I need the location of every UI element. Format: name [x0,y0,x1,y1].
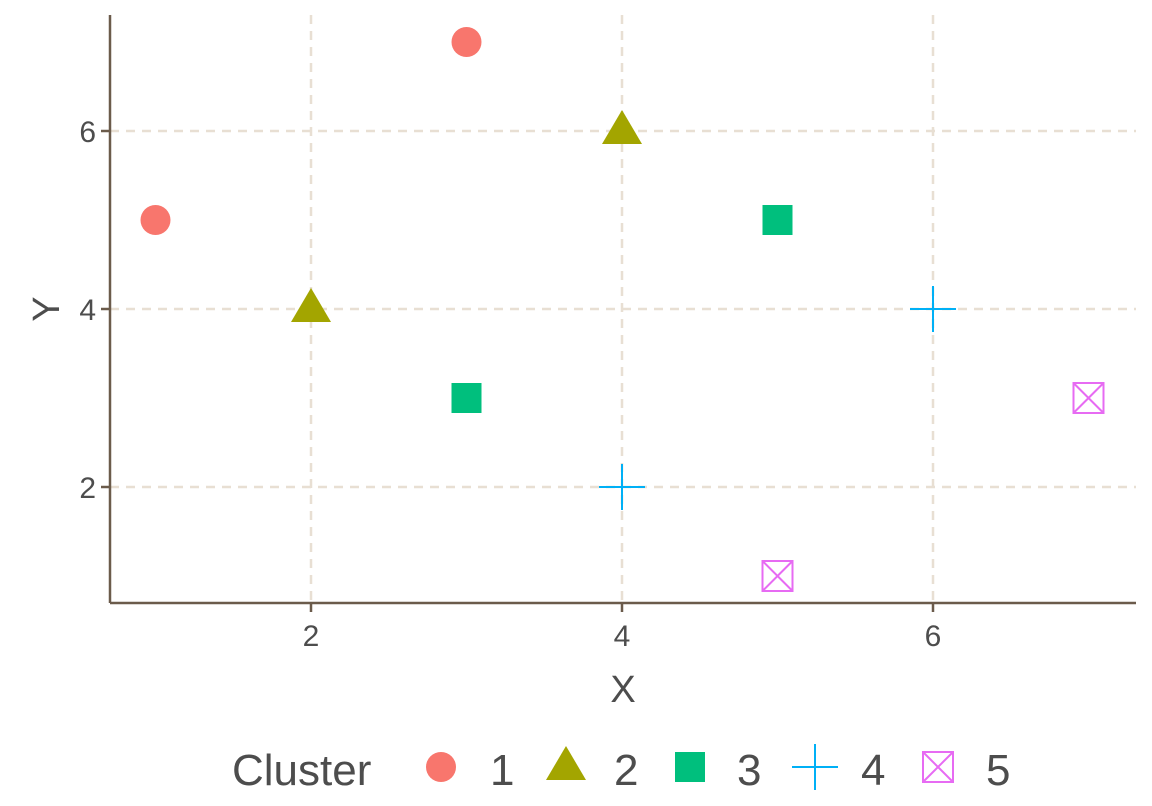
x-tick-label-2: 2 [303,620,320,653]
cluster-5-point-1-box [761,560,794,592]
x-tick-label-6: 6 [925,620,942,653]
cluster-5-point-2-diag-2 [1072,382,1105,414]
legend-label-cluster-3: 3 [737,746,761,795]
legend-label-cluster-4: 4 [861,746,885,795]
tick-labels: 2 4 6 2 4 6 [79,116,941,653]
cluster-2-point-1 [291,288,331,322]
cluster-3-point-2 [762,205,793,235]
cluster-5-point-1 [761,560,794,592]
y-tick-label-6: 6 [79,116,96,149]
cluster-2-point-2 [602,110,642,144]
legend-label-cluster-5: 5 [986,746,1010,795]
legend-key-cluster-5 [922,751,954,783]
cluster-1-point-2 [451,27,482,57]
data-points [140,27,1105,592]
legend-key-cluster-5-diag-2 [922,751,954,783]
legend-key-cluster-3 [675,752,705,782]
cluster-3-point-1 [451,383,482,413]
y-tick-label-4: 4 [79,294,96,327]
cluster-4-point-1 [599,464,645,510]
cluster-1-point-1 [140,205,171,235]
legend-key-cluster-2 [546,746,586,780]
y-axis-title: Y [26,296,68,321]
cluster-5-point-2 [1072,382,1105,414]
cluster-4-point-2 [910,286,956,332]
cluster-5-point-1-diag-2 [761,560,794,592]
legend-label-cluster-2: 2 [614,746,638,795]
legend-key-cluster-1 [426,752,456,782]
x-tick-label-4: 4 [614,620,631,653]
grid-lines [110,15,1136,603]
axes [101,15,1136,612]
cluster-5-point-2-box [1072,382,1105,414]
x-axis-title: X [610,669,635,711]
legend-title: Cluster [232,746,371,795]
y-tick-label-2: 2 [79,472,96,505]
legend-key-cluster-5-box [922,751,954,783]
legend: Cluster 1 2 3 4 5 [232,744,1010,795]
legend-key-cluster-4 [792,744,838,790]
legend-label-cluster-1: 1 [490,746,514,795]
